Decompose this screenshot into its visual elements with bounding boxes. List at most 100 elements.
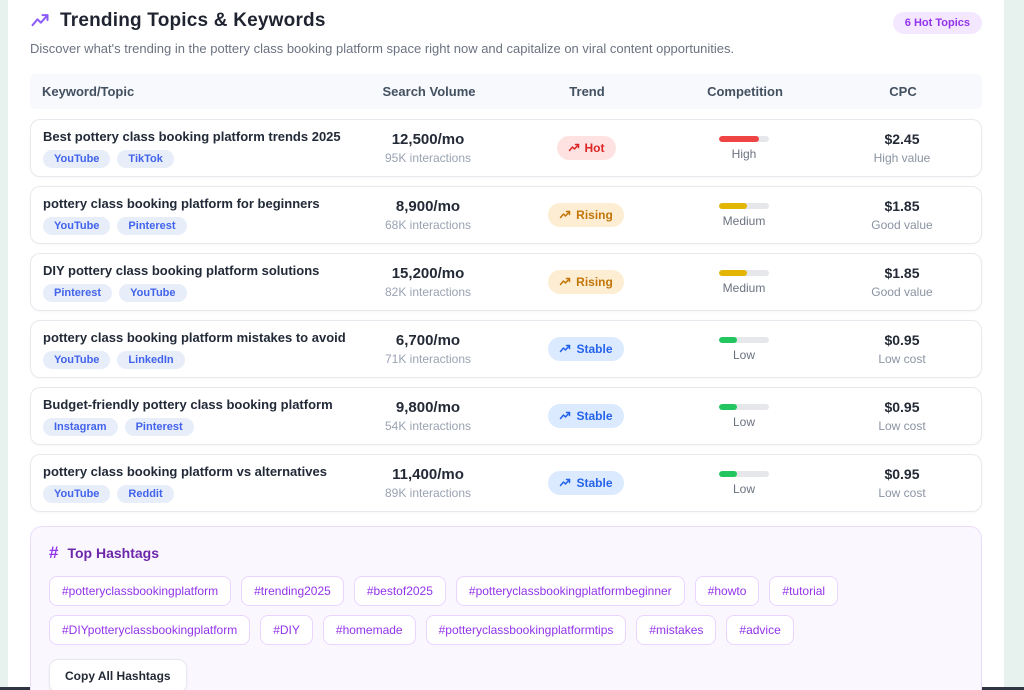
hashtag-pill[interactable]: #howto [694, 576, 760, 606]
keyword-row: pottery class booking platform mistakes … [30, 320, 982, 378]
platform-tag: LinkedIn [117, 350, 185, 369]
keyword-title: pottery class booking platform mistakes … [43, 329, 346, 345]
cpc-value: $1.85 [884, 265, 920, 281]
competition-level-label: Medium [722, 213, 766, 228]
hashtag-pill[interactable]: #DIYpotteryclassbookingplatform [49, 615, 251, 645]
trend-cell: Rising [507, 203, 665, 227]
trending-up-icon [30, 11, 50, 31]
platform-tags: Pinterest YouTube [43, 283, 349, 302]
search-volume-value: 11,400/mo [392, 466, 464, 483]
competition-bar-fill [719, 202, 747, 209]
column-header-keyword: Keyword/Topic [42, 84, 135, 99]
keyword-row: pottery class booking platform for begin… [30, 186, 982, 244]
search-volume-value: 12,500/mo [391, 131, 465, 148]
search-volume-cell: 15,200/mo 82K interactions [349, 265, 507, 299]
cpc-cell: $0.95 Low cost [823, 332, 981, 366]
hashtag-pill[interactable]: #potteryclassbookingplatformbeginner [455, 576, 685, 606]
hashtag-pill[interactable]: #advice [726, 615, 794, 645]
competition-bar-track [719, 403, 769, 410]
competition-bar-fill [719, 470, 737, 477]
trend-up-icon [559, 477, 571, 489]
hashtag-pill[interactable]: #DIY [260, 615, 313, 645]
trend-up-icon [559, 343, 571, 355]
column-header-competition: Competition [707, 84, 783, 99]
cpc-value: $0.95 [884, 466, 920, 482]
competition-bar-track [719, 336, 769, 343]
platform-tag: Instagram [43, 417, 118, 436]
cpc-value: $2.45 [884, 131, 920, 147]
competition-cell: Medium [665, 202, 823, 228]
hashtag-pill[interactable]: #bestof2025 [353, 576, 446, 606]
platform-tags: YouTube TikTok [43, 149, 349, 168]
search-volume-cell: 9,800/mo 54K interactions [349, 399, 507, 433]
keyword-title: pottery class booking platform vs altern… [43, 463, 327, 479]
competition-cell: Low [665, 470, 823, 496]
cpc-cell: $1.85 Good value [823, 265, 981, 299]
hash-icon: # [49, 543, 59, 562]
trend-up-icon [559, 209, 571, 221]
column-header-trend: Trend [569, 84, 605, 99]
platform-tag: Pinterest [124, 417, 194, 436]
trend-cell: Stable [507, 404, 665, 428]
search-volume-cell: 8,900/mo 68K interactions [349, 198, 507, 232]
cpc-value: $0.95 [884, 332, 920, 348]
cpc-note: Low cost [878, 352, 926, 366]
search-volume-cell: 11,400/mo 89K interactions [349, 466, 507, 500]
interactions-value: 68K interactions [384, 218, 472, 232]
hashtags-title: Top Hashtags [67, 545, 159, 561]
search-volume-value: 15,200/mo [391, 265, 465, 282]
hashtag-pill[interactable]: #potteryclassbookingplatformtips [425, 615, 627, 645]
interactions-value: 71K interactions [384, 352, 472, 366]
competition-level-label: Low [732, 414, 755, 429]
trend-cell: Stable [507, 471, 665, 495]
hashtag-list: #potteryclassbookingplatform #trending202… [49, 576, 963, 645]
cpc-cell: $1.85 Good value [823, 198, 981, 232]
hashtag-pill[interactable]: #homemade [322, 615, 416, 645]
platform-tag: Reddit [117, 484, 174, 503]
copy-all-hashtags-button[interactable]: Copy All Hashtags [49, 659, 187, 690]
competition-level-label: Medium [722, 280, 766, 295]
keyword-row: Best pottery class booking platform tren… [30, 119, 982, 177]
competition-bar-track [719, 269, 769, 276]
keyword-title: Best pottery class booking platform tren… [43, 128, 341, 144]
competition-level-label: Low [732, 347, 755, 362]
trend-up-icon [559, 410, 571, 422]
keyword-row: DIY pottery class booking platform solut… [30, 253, 982, 311]
trend-label: Stable [576, 476, 613, 490]
platform-tags: YouTube Reddit [43, 484, 349, 503]
cpc-cell: $0.95 Low cost [823, 399, 981, 433]
keyword-cell: DIY pottery class booking platform solut… [43, 263, 349, 302]
trend-badge: Rising [548, 270, 624, 294]
trending-topics-panel: Trending Topics & Keywords 6 Hot Topics … [8, 0, 1004, 690]
competition-bar-fill [719, 269, 747, 276]
top-hashtags-panel: # Top Hashtags #potteryclassbookingplatf… [30, 526, 982, 690]
competition-cell: Low [665, 336, 823, 362]
platform-tags: YouTube Pinterest [43, 216, 349, 235]
page-subtitle: Discover what's trending in the pottery … [30, 41, 735, 56]
cpc-note: Good value [871, 285, 933, 299]
platform-tag: Pinterest [117, 216, 187, 235]
platform-tag: TikTok [117, 149, 174, 168]
keyword-cell: Best pottery class booking platform tren… [43, 129, 349, 168]
trend-badge: Stable [548, 404, 624, 428]
trend-up-icon [568, 142, 580, 154]
hashtag-pill[interactable]: #mistakes [636, 615, 717, 645]
platform-tags: YouTube LinkedIn [43, 350, 349, 369]
competition-bar-track [719, 202, 769, 209]
competition-bar-track [719, 470, 769, 477]
hot-topics-count-badge: 6 Hot Topics [892, 12, 982, 34]
hashtag-pill[interactable]: #potteryclassbookingplatform [49, 576, 232, 606]
keyword-cell: pottery class booking platform vs altern… [43, 464, 349, 503]
cpc-cell: $0.95 Low cost [823, 466, 981, 500]
competition-level-label: Low [732, 481, 755, 496]
platform-tag: Pinterest [43, 283, 113, 302]
trend-badge: Rising [548, 203, 624, 227]
interactions-value: 95K interactions [384, 151, 472, 165]
competition-bar-fill [719, 403, 737, 410]
interactions-value: 54K interactions [384, 419, 472, 433]
keyword-title: Budget-friendly pottery class booking pl… [43, 396, 333, 412]
cpc-note: High value [873, 151, 931, 165]
hashtag-pill[interactable]: #tutorial [769, 576, 839, 606]
hashtag-pill[interactable]: #trending2025 [241, 576, 344, 606]
trend-cell: Stable [507, 337, 665, 361]
